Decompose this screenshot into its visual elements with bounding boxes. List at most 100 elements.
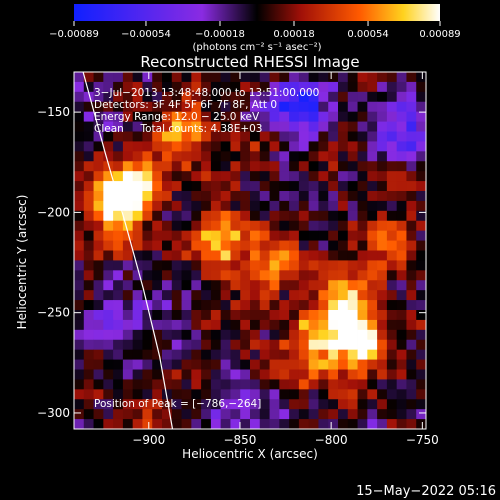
- heatmap-cell: [377, 260, 388, 271]
- heatmap-cell: [201, 339, 212, 351]
- heatmap-cell: [328, 131, 339, 142]
- heatmap-cell: [93, 191, 104, 202]
- heatmap-cell: [171, 171, 182, 182]
- heatmap-cell: [338, 359, 349, 370]
- heatmap-cell: [416, 349, 426, 360]
- heatmap-cell: [308, 270, 319, 281]
- heatmap-cell: [367, 91, 378, 103]
- heatmap-cell: [386, 171, 398, 182]
- heatmap-cell: [93, 161, 104, 172]
- heatmap-cell: [279, 111, 290, 122]
- heatmap-cell: [142, 161, 153, 172]
- heatmap-cell: [162, 240, 173, 251]
- heatmap-cell: [220, 72, 231, 83]
- heatmap-cell: [357, 319, 368, 331]
- heatmap-cell: [416, 359, 426, 370]
- heatmap-cell: [83, 111, 94, 122]
- heatmap-cell: [386, 111, 398, 122]
- heatmap-cell: [318, 161, 329, 172]
- heatmap-cell: [220, 101, 231, 113]
- heatmap-cell: [152, 191, 163, 202]
- heatmap-cell: [142, 72, 153, 83]
- heatmap-cell: [396, 329, 407, 341]
- heatmap-cell: [74, 240, 85, 251]
- heatmap-cell: [240, 101, 251, 113]
- heatmap-cell: [279, 230, 290, 241]
- heatmap-cell: [357, 369, 368, 380]
- heatmap-cell: [338, 260, 349, 271]
- heatmap-cell: [152, 329, 163, 341]
- heatmap-cell: [240, 379, 251, 390]
- heatmap-cell: [230, 359, 241, 370]
- heatmap-cell: [74, 161, 85, 172]
- heatmap-cell: [171, 319, 182, 331]
- heatmap-cell: [83, 200, 94, 212]
- heatmap-cell: [181, 339, 192, 351]
- heatmap-cell: [328, 419, 339, 429]
- heatmap-cell: [338, 310, 349, 321]
- heatmap-cell: [279, 72, 290, 83]
- heatmap-cell: [386, 151, 398, 162]
- heatmap-cell: [338, 319, 349, 331]
- heatmap-cell: [93, 349, 104, 360]
- heatmap-cell: [162, 389, 173, 400]
- heatmap-cell: [210, 161, 222, 172]
- heatmap-cell: [83, 91, 94, 103]
- heatmap-cell: [103, 240, 114, 251]
- heatmap-cell: [113, 181, 124, 192]
- heatmap-cell: [142, 339, 153, 351]
- heatmap-cell: [220, 419, 231, 429]
- heatmap-cell: [152, 131, 163, 142]
- heatmap-cell: [347, 270, 358, 281]
- heatmap-cell: [279, 319, 290, 331]
- heatmap-cell: [396, 280, 407, 291]
- heatmap-cell: [338, 220, 349, 232]
- colorbar-tick-label: −0.00018: [195, 29, 245, 40]
- heatmap-cell: [289, 280, 300, 291]
- heatmap-cell: [220, 260, 231, 271]
- heatmap-cell: [83, 220, 94, 232]
- heatmap-cell: [357, 181, 368, 192]
- heatmap-cell: [406, 270, 417, 281]
- heatmap-cell: [93, 72, 104, 83]
- heatmap-cell: [171, 399, 182, 410]
- heatmap-cell: [162, 250, 173, 261]
- heatmap-cell: [93, 91, 104, 103]
- heatmap-cell: [152, 111, 163, 122]
- heatmap-cell: [298, 339, 310, 351]
- heatmap-cell: [367, 81, 378, 93]
- heatmap-cell: [83, 210, 94, 222]
- heatmap-cell: [201, 191, 212, 202]
- heatmap-cell: [259, 419, 270, 429]
- heatmap-cell: [220, 379, 231, 390]
- heatmap-cell: [406, 101, 417, 113]
- heatmap-cell: [113, 161, 124, 172]
- heatmap-cell: [103, 250, 114, 261]
- heatmap-cell: [250, 141, 261, 152]
- heatmap-cell: [181, 379, 192, 390]
- heatmap-cell: [220, 230, 231, 241]
- heatmap-cell: [201, 310, 212, 321]
- heatmap-cell: [289, 349, 300, 360]
- heatmap-cell: [298, 379, 310, 390]
- x-tick-label: −900: [132, 433, 165, 447]
- heatmap-cell: [74, 300, 85, 311]
- heatmap-cell: [338, 290, 349, 301]
- heatmap-cell: [93, 290, 104, 301]
- heatmap-cell: [338, 81, 349, 93]
- heatmap-cell: [357, 151, 368, 162]
- heatmap-cell: [377, 210, 388, 222]
- heatmap-cell: [83, 409, 94, 420]
- heatmap-cell: [113, 200, 124, 212]
- heatmap-cell: [181, 151, 192, 162]
- heatmap-cell: [103, 379, 114, 390]
- heatmap-cell: [308, 181, 319, 192]
- heatmap-cell: [201, 300, 212, 311]
- heatmap-cell: [318, 200, 329, 212]
- heatmap-cell: [132, 72, 143, 83]
- heatmap-cell: [171, 419, 182, 429]
- peak-position-label: Position of Peak = [−786,−264]: [94, 398, 261, 410]
- heatmap-cell: [181, 111, 192, 122]
- heatmap-cell: [308, 379, 319, 390]
- heatmap-cell: [152, 399, 163, 410]
